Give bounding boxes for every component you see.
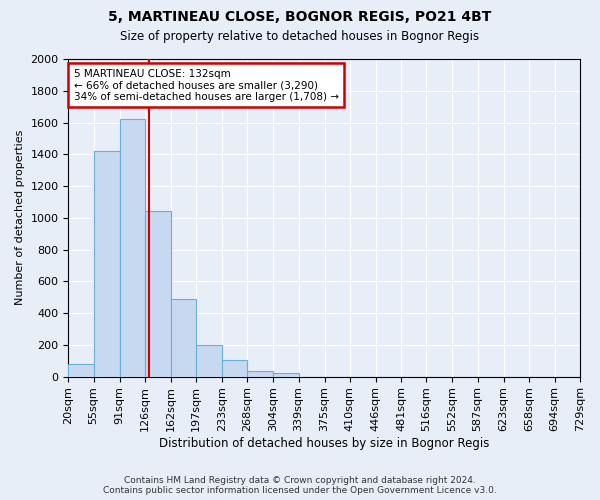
Bar [247, 371, 274, 376]
Bar [196, 345, 222, 376]
Y-axis label: Number of detached properties: Number of detached properties [15, 130, 25, 306]
Text: 5, MARTINEAU CLOSE, BOGNOR REGIS, PO21 4BT: 5, MARTINEAU CLOSE, BOGNOR REGIS, PO21 4… [109, 10, 491, 24]
Bar [222, 360, 247, 376]
Text: Size of property relative to detached houses in Bognor Regis: Size of property relative to detached ho… [121, 30, 479, 43]
X-axis label: Distribution of detached houses by size in Bognor Regis: Distribution of detached houses by size … [159, 437, 490, 450]
Bar [119, 120, 145, 376]
Text: Contains HM Land Registry data © Crown copyright and database right 2024.
Contai: Contains HM Land Registry data © Crown c… [103, 476, 497, 495]
Bar [145, 212, 171, 376]
Text: 5 MARTINEAU CLOSE: 132sqm
← 66% of detached houses are smaller (3,290)
34% of se: 5 MARTINEAU CLOSE: 132sqm ← 66% of detac… [74, 68, 338, 102]
Bar [94, 151, 119, 376]
Bar [68, 364, 94, 376]
Bar [171, 299, 196, 376]
Bar [274, 372, 299, 376]
